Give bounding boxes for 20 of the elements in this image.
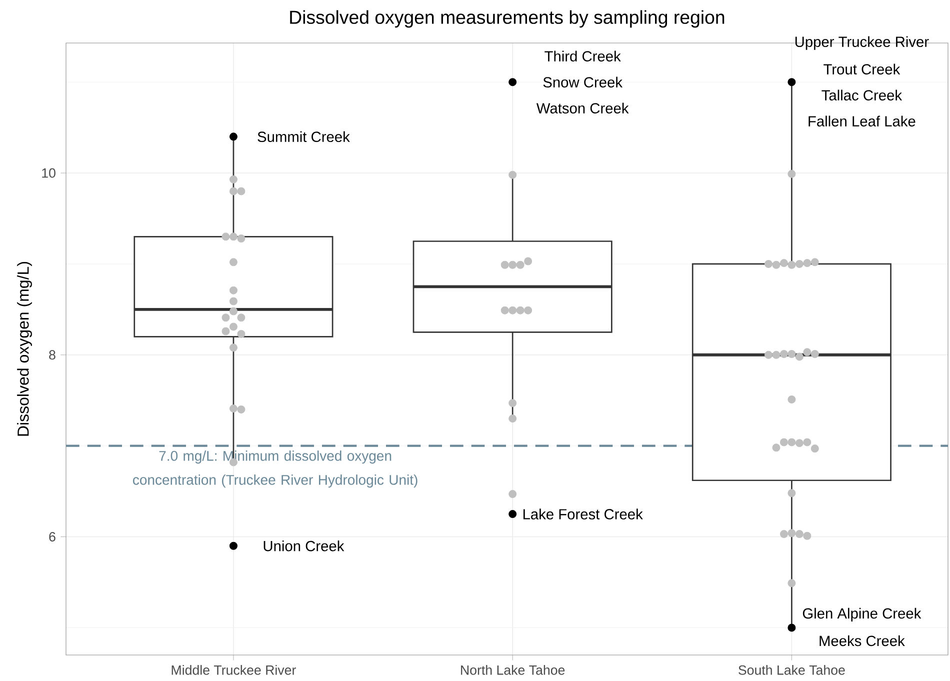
annotation: Trout Creek bbox=[824, 64, 900, 74]
annotation: Upper Truckee River bbox=[795, 36, 929, 50]
y-axis-title: Dissolved oxygen (mg/L) bbox=[17, 262, 32, 436]
annotation: Snow Creek bbox=[543, 76, 623, 88]
y-tick-label: 8 bbox=[49, 350, 56, 360]
annotation: Watson Creek bbox=[536, 102, 629, 114]
annotation: Summit Creek bbox=[258, 131, 350, 142]
annotation: Fallen Leaf Lake bbox=[808, 116, 916, 126]
chart-title: Dissolved oxygen measurements by sampling region bbox=[290, 10, 724, 28]
y-tick-label: 6 bbox=[49, 532, 56, 542]
x-tick-label: South Lake Tahoe bbox=[738, 665, 845, 675]
x-tick-label: Middle Truckee River bbox=[172, 665, 296, 675]
annotation: Tallac Creek bbox=[822, 90, 902, 100]
annotation: Third Creek bbox=[544, 50, 621, 62]
annotation: Glen Alpine Creek bbox=[802, 608, 922, 622]
annotation: Lake Forest Creek bbox=[523, 508, 643, 520]
annotation: Meeks Creek bbox=[820, 635, 905, 646]
x-tick-label: North Lake Tahoe bbox=[461, 665, 565, 675]
annotation: Union Creek bbox=[264, 540, 344, 552]
y-tick-label: 10 bbox=[42, 168, 56, 178]
